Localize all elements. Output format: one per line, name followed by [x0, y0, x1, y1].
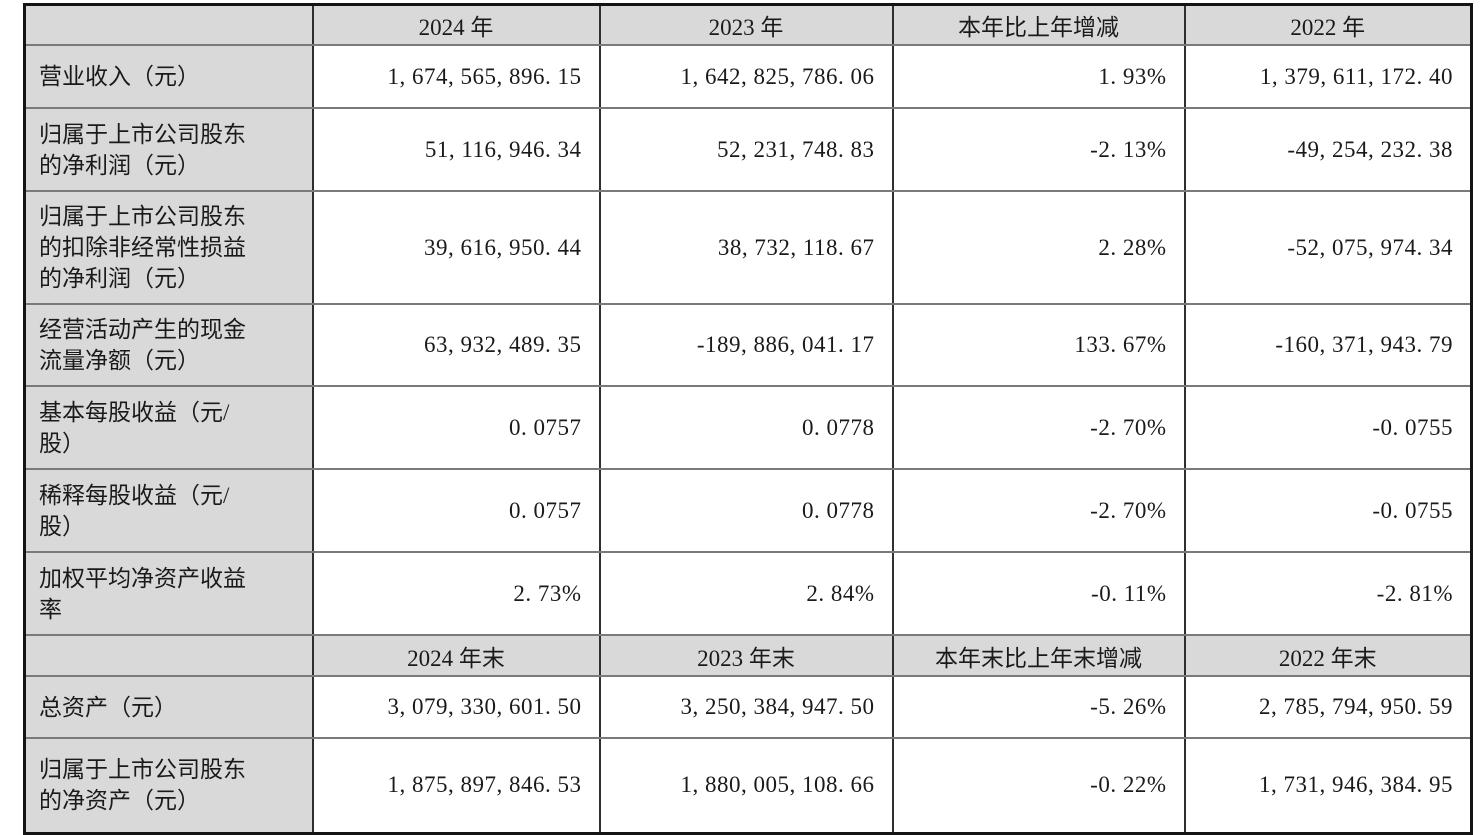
col-header-2022-year-end: 2022 年末 — [1183, 634, 1473, 677]
cell-basic-eps-2022: -0. 0755 — [1183, 385, 1473, 470]
table-row-net-profit-after-deduction: 归属于上市公司股东 的扣除非经常性损益 的净利润（元） 39, 616, 950… — [23, 190, 1473, 305]
table-row-net-assets-attributable: 归属于上市公司股东 的净资产（元） 1, 875, 897, 846. 53 1… — [23, 737, 1473, 834]
label-net-profit-attributable: 归属于上市公司股东 的净利润（元） — [23, 107, 314, 192]
cell-cash-flow-2022: -160, 371, 943. 79 — [1183, 303, 1473, 387]
col-header-2024-year-end: 2024 年末 — [311, 634, 601, 677]
cell-cash-flow-2023: -189, 886, 041. 17 — [598, 303, 894, 387]
cell-operating-revenue-2023: 1, 642, 825, 786. 06 — [598, 44, 894, 109]
key-financials-table: 2024 年 2023 年 本年比上年增减 2022 年 营业收入（元） 1, … — [23, 3, 1473, 835]
label-net-profit-after-deduction: 归属于上市公司股东 的扣除非经常性损益 的净利润（元） — [23, 190, 314, 305]
cell-operating-revenue-yoy: 1. 93% — [891, 44, 1186, 109]
cell-deducted-profit-yoy: 2. 28% — [891, 190, 1186, 305]
corner-cell-year-end — [23, 634, 314, 677]
cell-cash-flow-yoy: 133. 67% — [891, 303, 1186, 387]
table-row-net-profit-attributable: 归属于上市公司股东 的净利润（元） 51, 116, 946. 34 52, 2… — [23, 107, 1473, 192]
cell-net-profit-yoy: -2. 13% — [891, 107, 1186, 192]
cell-diluted-eps-2024: 0. 0757 — [311, 468, 601, 553]
col-header-2023-year-end: 2023 年末 — [598, 634, 894, 677]
label-total-assets: 总资产（元） — [23, 675, 314, 739]
cell-total-assets-2023: 3, 250, 384, 947. 50 — [598, 675, 894, 739]
cell-total-assets-yoy: -5. 26% — [891, 675, 1186, 739]
cell-net-profit-2022: -49, 254, 232. 38 — [1183, 107, 1473, 192]
cell-basic-eps-2023: 0. 0778 — [598, 385, 894, 470]
annual-header-row: 2024 年 2023 年 本年比上年增减 2022 年 — [23, 3, 1473, 46]
table-row-total-assets: 总资产（元） 3, 079, 330, 601. 50 3, 250, 384,… — [23, 675, 1473, 739]
col-header-2022: 2022 年 — [1183, 3, 1473, 46]
cell-operating-revenue-2024: 1, 674, 565, 896. 15 — [311, 44, 601, 109]
cell-basic-eps-yoy: -2. 70% — [891, 385, 1186, 470]
table-row-weighted-avg-roe: 加权平均净资产收益 率 2. 73% 2. 84% -0. 11% -2. 81… — [23, 551, 1473, 636]
col-header-yoy-change: 本年比上年增减 — [891, 3, 1186, 46]
table-row-operating-revenue: 营业收入（元） 1, 674, 565, 896. 15 1, 642, 825… — [23, 44, 1473, 109]
cell-diluted-eps-2023: 0. 0778 — [598, 468, 894, 553]
label-net-assets-attributable: 归属于上市公司股东 的净资产（元） — [23, 737, 314, 834]
label-operating-revenue: 营业收入（元） — [23, 44, 314, 109]
label-diluted-eps: 稀释每股收益（元/ 股） — [23, 468, 314, 553]
table-row-operating-cash-flow: 经营活动产生的现金 流量净额（元） 63, 932, 489. 35 -189,… — [23, 303, 1473, 387]
cell-total-assets-2022: 2, 785, 794, 950. 59 — [1183, 675, 1473, 739]
cell-net-assets-2024: 1, 875, 897, 846. 53 — [311, 737, 601, 834]
table-row-diluted-eps: 稀释每股收益（元/ 股） 0. 0757 0. 0778 -2. 70% -0.… — [23, 468, 1473, 553]
cell-net-assets-2022: 1, 731, 946, 384. 95 — [1183, 737, 1473, 834]
cell-roe-2024: 2. 73% — [311, 551, 601, 636]
label-weighted-avg-roe: 加权平均净资产收益 率 — [23, 551, 314, 636]
cell-roe-yoy: -0. 11% — [891, 551, 1186, 636]
cell-basic-eps-2024: 0. 0757 — [311, 385, 601, 470]
cell-net-profit-2024: 51, 116, 946. 34 — [311, 107, 601, 192]
cell-cash-flow-2024: 63, 932, 489. 35 — [311, 303, 601, 387]
col-header-2023: 2023 年 — [598, 3, 894, 46]
cell-deducted-profit-2023: 38, 732, 118. 67 — [598, 190, 894, 305]
cell-net-assets-yoy: -0. 22% — [891, 737, 1186, 834]
cell-net-assets-2023: 1, 880, 005, 108. 66 — [598, 737, 894, 834]
cell-diluted-eps-2022: -0. 0755 — [1183, 468, 1473, 553]
year-end-header-row: 2024 年末 2023 年末 本年末比上年末增减 2022 年末 — [23, 634, 1473, 677]
table-row-basic-eps: 基本每股收益（元/ 股） 0. 0757 0. 0778 -2. 70% -0.… — [23, 385, 1473, 470]
cell-roe-2023: 2. 84% — [598, 551, 894, 636]
col-header-2024: 2024 年 — [311, 3, 601, 46]
label-basic-eps: 基本每股收益（元/ 股） — [23, 385, 314, 470]
corner-cell-annual — [23, 3, 314, 46]
label-operating-cash-flow: 经营活动产生的现金 流量净额（元） — [23, 303, 314, 387]
cell-total-assets-2024: 3, 079, 330, 601. 50 — [311, 675, 601, 739]
col-header-year-end-change: 本年末比上年末增减 — [891, 634, 1186, 677]
cell-diluted-eps-yoy: -2. 70% — [891, 468, 1186, 553]
cell-deducted-profit-2022: -52, 075, 974. 34 — [1183, 190, 1473, 305]
cell-operating-revenue-2022: 1, 379, 611, 172. 40 — [1183, 44, 1473, 109]
cell-deducted-profit-2024: 39, 616, 950. 44 — [311, 190, 601, 305]
cell-roe-2022: -2. 81% — [1183, 551, 1473, 636]
cell-net-profit-2023: 52, 231, 748. 83 — [598, 107, 894, 192]
